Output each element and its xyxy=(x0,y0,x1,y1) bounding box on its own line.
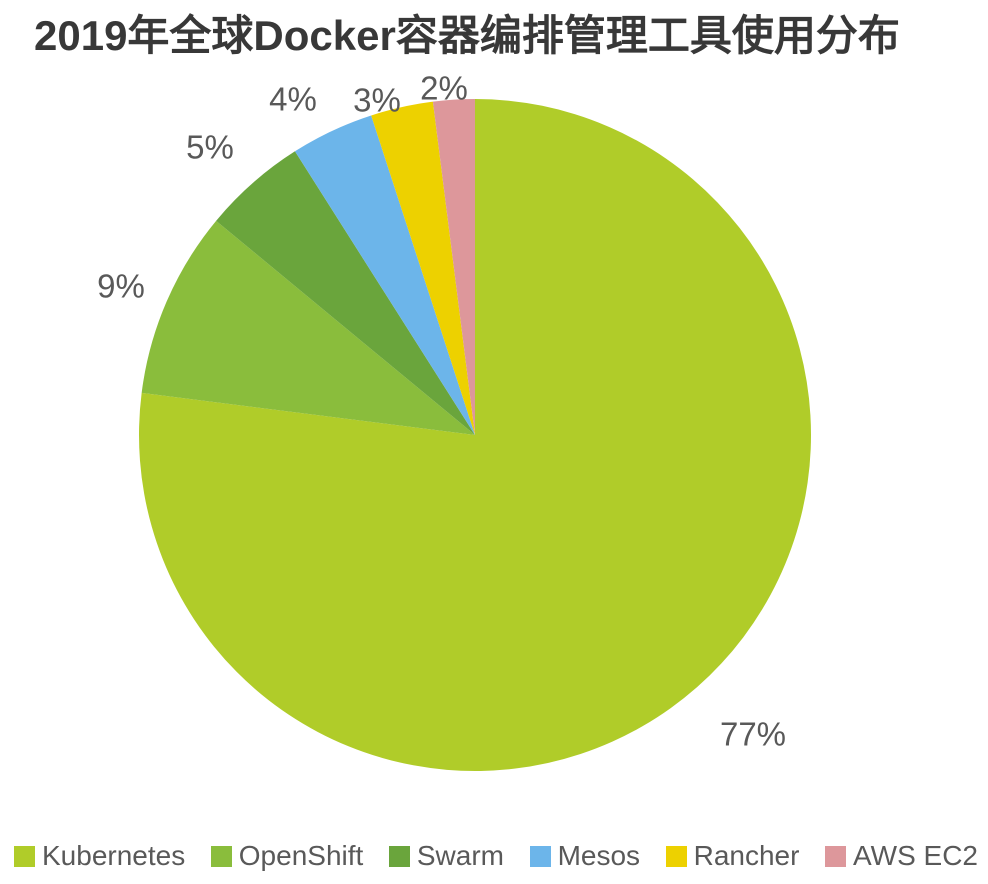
legend-label: Mesos xyxy=(557,840,641,871)
legend-swatch-kubernetes xyxy=(14,845,35,867)
legend: Kubernetes OpenShift Swarm Mesos Rancher AWS … xyxy=(14,840,978,872)
legend-item-swarm: Swarm xyxy=(388,840,504,872)
legend-swatch-swarm xyxy=(388,845,410,867)
legend-label: AWS EC2 xyxy=(853,840,978,871)
legend-label: Rancher xyxy=(693,840,800,871)
pie-slice-kubernetes xyxy=(139,99,812,771)
legend-swatch-mesos xyxy=(529,845,551,867)
pie-slice-mesos xyxy=(294,115,475,435)
legend-item-rancher: Rancher xyxy=(665,840,800,872)
chart-title: 2019年全球Docker容器编排管理工具使用分布 xyxy=(34,12,900,59)
pie-slice-aws-ec2 xyxy=(432,99,475,435)
legend-swatch-openshift xyxy=(210,845,232,867)
pie-slice-swarm xyxy=(216,151,476,435)
legend-label: Kubernetes xyxy=(42,840,186,871)
slice-label-rancher: 3% xyxy=(353,82,401,119)
legend-item-openshift: OpenShift xyxy=(210,840,364,872)
slice-label-kubernetes: 77% xyxy=(720,716,786,753)
legend-item-aws-ec2: AWS EC2 xyxy=(825,840,978,872)
legend-item-kubernetes: Kubernetes xyxy=(14,840,185,872)
pie-slice-openshift xyxy=(141,220,475,435)
slice-label-openshift: 9% xyxy=(97,268,145,305)
legend-swatch-aws-ec2 xyxy=(825,845,846,867)
legend-label: OpenShift xyxy=(238,840,364,871)
legend-label: Swarm xyxy=(416,840,504,871)
slice-label-aws-ec2: 2% xyxy=(420,70,468,107)
legend-swatch-rancher xyxy=(665,845,687,867)
pie-slice-rancher xyxy=(371,101,475,436)
legend-item-mesos: Mesos xyxy=(529,840,641,872)
slice-label-swarm: 5% xyxy=(186,129,234,166)
slice-label-mesos: 4% xyxy=(269,81,317,118)
